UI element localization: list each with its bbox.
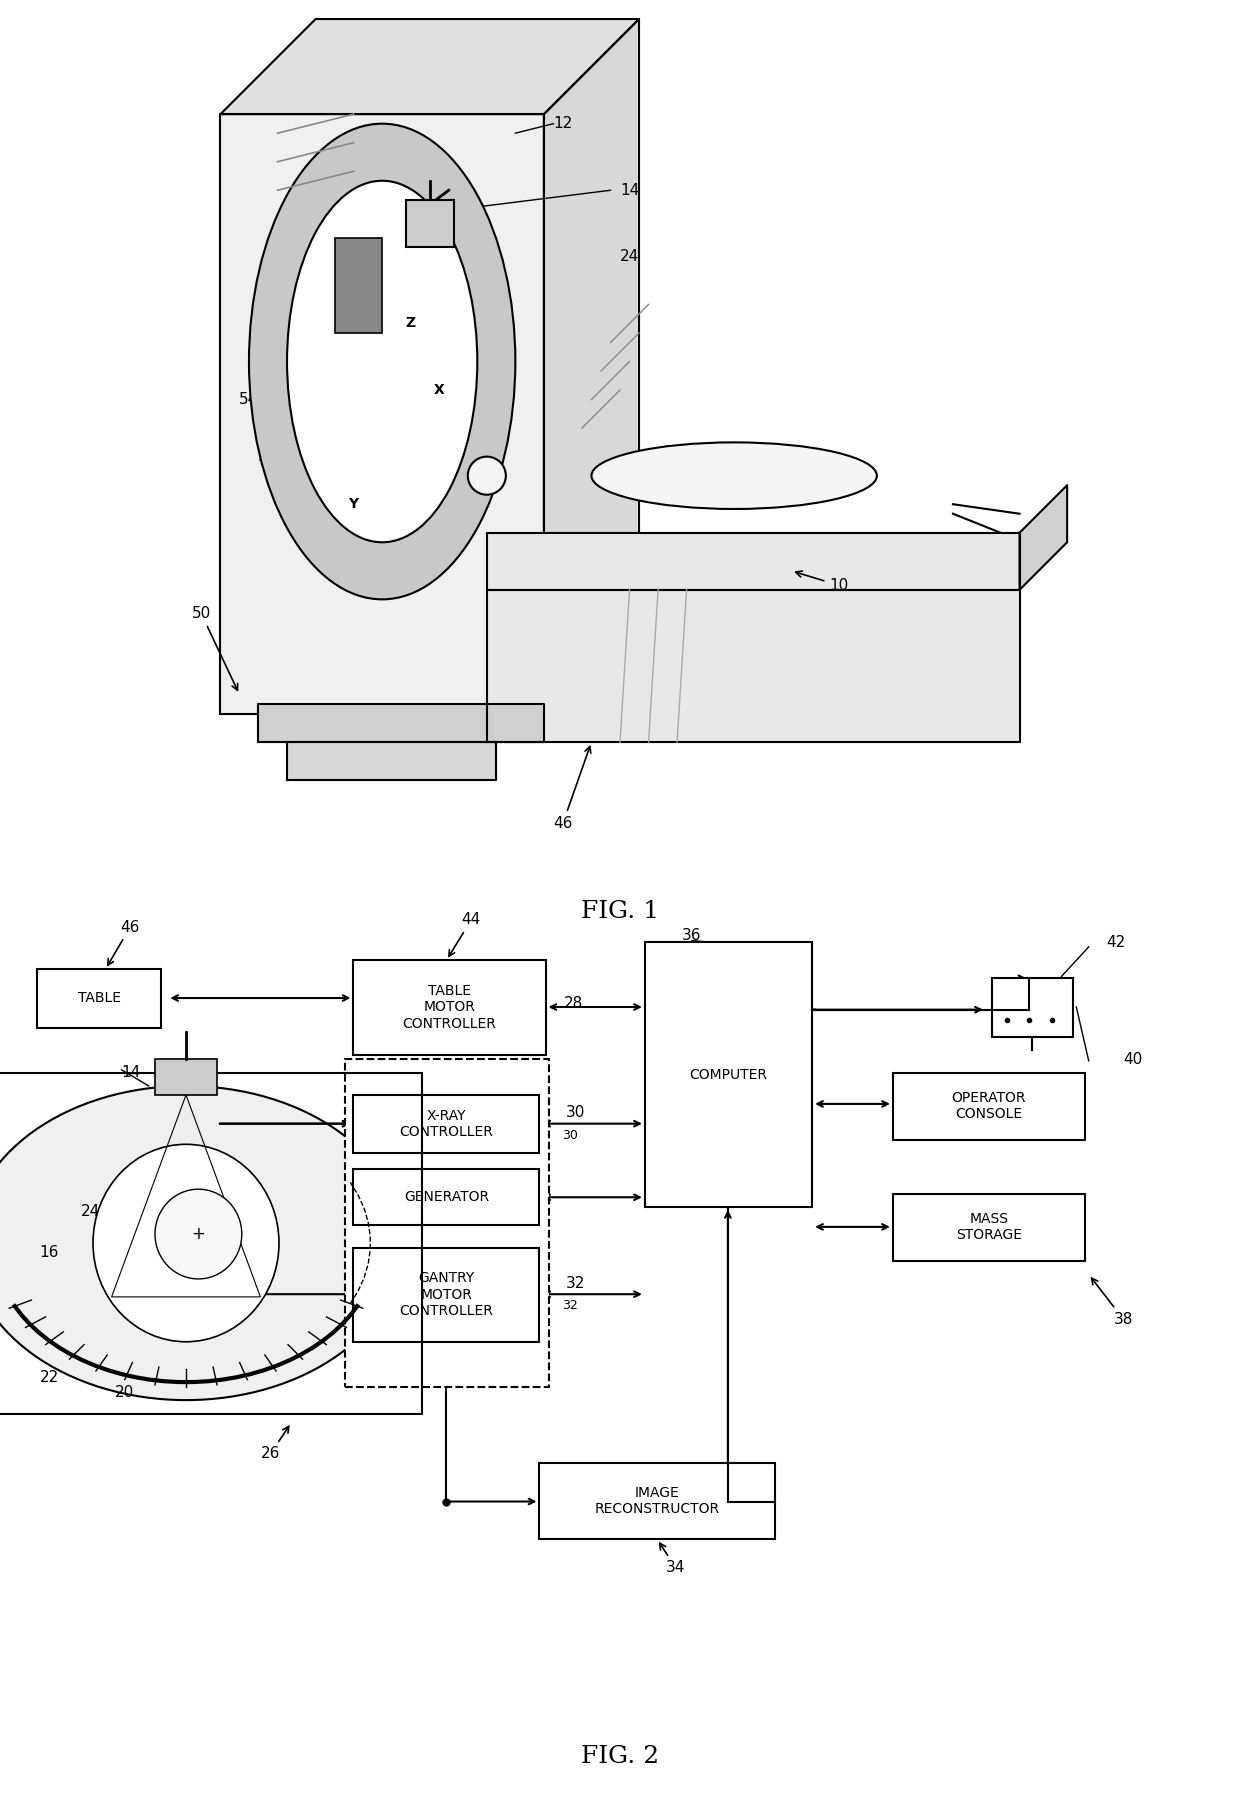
Polygon shape xyxy=(487,533,1019,591)
FancyBboxPatch shape xyxy=(893,1073,1085,1140)
Polygon shape xyxy=(1019,485,1068,591)
Text: GANTRY
MOTOR
CONTROLLER: GANTRY MOTOR CONTROLLER xyxy=(399,1271,494,1318)
Polygon shape xyxy=(286,741,496,781)
Bar xyxy=(405,199,454,248)
Text: 36: 36 xyxy=(682,928,702,942)
Ellipse shape xyxy=(591,442,877,510)
Text: 34: 34 xyxy=(660,1544,686,1576)
Bar xyxy=(155,1059,217,1095)
FancyBboxPatch shape xyxy=(345,1059,549,1386)
Text: FIG. 2: FIG. 2 xyxy=(580,1745,660,1768)
Polygon shape xyxy=(487,591,1019,741)
Bar xyxy=(335,237,382,332)
Text: 26: 26 xyxy=(260,1427,289,1461)
Text: 32: 32 xyxy=(562,1300,578,1312)
Text: GENERATOR: GENERATOR xyxy=(404,1190,489,1204)
Text: 14: 14 xyxy=(122,1064,141,1081)
Text: 54: 54 xyxy=(239,391,258,407)
Text: 22: 22 xyxy=(410,278,430,293)
FancyBboxPatch shape xyxy=(645,942,812,1206)
Text: X: X xyxy=(434,382,445,397)
Text: FIG. 1: FIG. 1 xyxy=(582,899,658,923)
Text: MASS
STORAGE: MASS STORAGE xyxy=(956,1212,1022,1242)
Ellipse shape xyxy=(249,124,516,600)
Text: 40: 40 xyxy=(1123,1052,1143,1066)
Text: IMAGE
RECONSTRUCTOR: IMAGE RECONSTRUCTOR xyxy=(595,1486,719,1517)
Text: 32: 32 xyxy=(565,1276,585,1291)
Text: 46: 46 xyxy=(108,919,140,966)
FancyBboxPatch shape xyxy=(353,960,546,1054)
Polygon shape xyxy=(258,704,544,741)
Text: 18: 18 xyxy=(192,1265,212,1280)
Text: 30: 30 xyxy=(565,1106,585,1120)
Bar xyxy=(992,978,1073,1038)
Text: TABLE
MOTOR
CONTROLLER: TABLE MOTOR CONTROLLER xyxy=(403,984,496,1030)
Text: 38: 38 xyxy=(1091,1278,1133,1327)
Text: 56: 56 xyxy=(345,515,363,531)
Text: 24: 24 xyxy=(620,250,640,264)
Text: 18: 18 xyxy=(467,391,487,407)
Text: OPERATOR
CONSOLE: OPERATOR CONSOLE xyxy=(951,1091,1027,1122)
FancyBboxPatch shape xyxy=(37,969,161,1027)
Text: +: + xyxy=(191,1224,206,1244)
Text: 22: 22 xyxy=(40,1370,60,1386)
FancyBboxPatch shape xyxy=(353,1095,539,1154)
Polygon shape xyxy=(221,20,639,115)
Text: 14: 14 xyxy=(620,183,640,197)
Text: 24: 24 xyxy=(81,1204,100,1219)
Text: 46: 46 xyxy=(553,747,590,831)
Text: 10: 10 xyxy=(796,571,848,592)
Ellipse shape xyxy=(93,1145,279,1343)
Text: 50: 50 xyxy=(192,607,238,691)
Text: 12: 12 xyxy=(553,117,573,131)
FancyBboxPatch shape xyxy=(539,1463,775,1540)
Text: 30: 30 xyxy=(562,1129,578,1142)
Text: Z: Z xyxy=(405,316,415,330)
Text: 44: 44 xyxy=(449,912,481,957)
Text: 48: 48 xyxy=(449,201,467,217)
FancyBboxPatch shape xyxy=(893,1194,1085,1260)
Text: Y: Y xyxy=(348,497,358,512)
Text: 20: 20 xyxy=(114,1386,134,1400)
Ellipse shape xyxy=(155,1188,242,1278)
Ellipse shape xyxy=(467,456,506,495)
Polygon shape xyxy=(544,20,639,713)
Ellipse shape xyxy=(286,181,477,542)
Text: 28: 28 xyxy=(564,996,584,1011)
Text: 16: 16 xyxy=(40,1244,60,1260)
Text: X-RAY
CONTROLLER: X-RAY CONTROLLER xyxy=(399,1109,494,1140)
Polygon shape xyxy=(221,115,544,713)
Text: 52: 52 xyxy=(258,449,278,465)
Text: COMPUTER: COMPUTER xyxy=(689,1068,768,1082)
FancyBboxPatch shape xyxy=(353,1248,539,1343)
Circle shape xyxy=(0,1086,403,1400)
Text: TABLE: TABLE xyxy=(78,991,120,1005)
Text: 42: 42 xyxy=(1106,935,1126,950)
Polygon shape xyxy=(112,1095,260,1296)
FancyBboxPatch shape xyxy=(353,1170,539,1224)
